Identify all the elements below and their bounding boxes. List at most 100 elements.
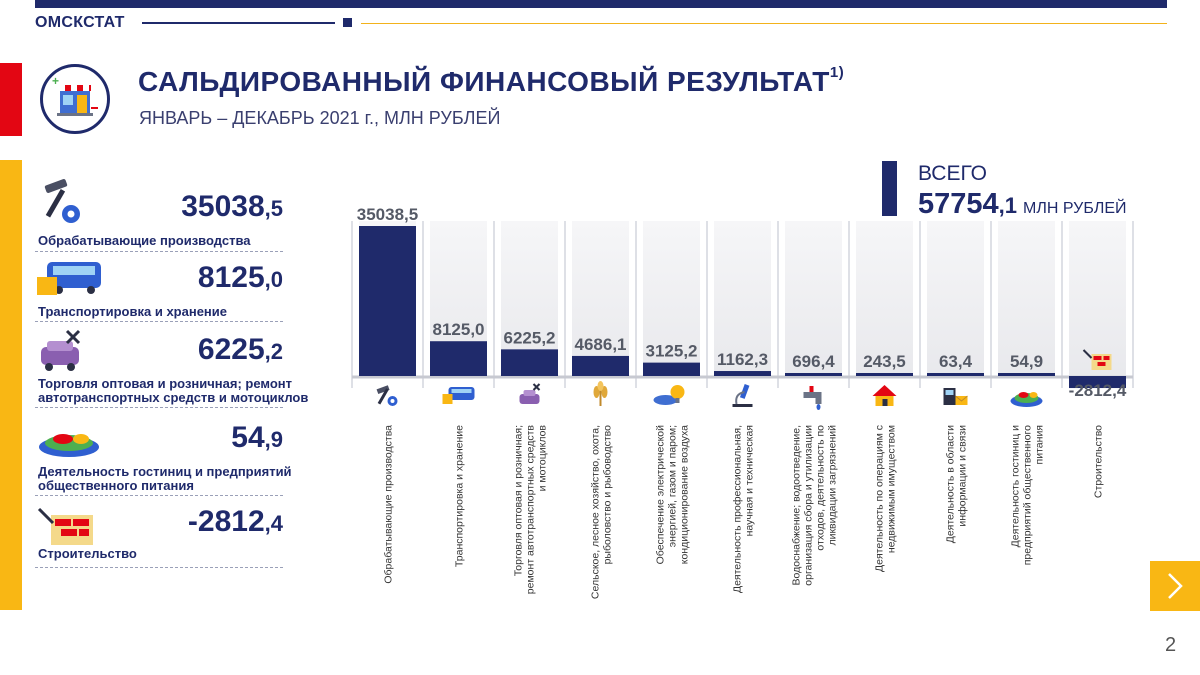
category-label: рыболовство и рыбоводство — [602, 425, 614, 565]
next-slide-button[interactable] — [1150, 561, 1200, 611]
bar — [430, 341, 487, 376]
category-label: организация сбора и утилизации — [803, 425, 815, 586]
car-tools-icon — [519, 383, 541, 404]
bar-value-label: 4686,1 — [575, 335, 627, 354]
page-title: САЛЬДИРОВАННЫЙ ФИНАНСОВЫЙ РЕЗУЛЬТАТ1) — [138, 63, 845, 97]
bar — [643, 362, 700, 376]
bricks-trowel-icon — [1082, 349, 1112, 370]
bus-box-icon — [442, 387, 475, 404]
food-plate-icon — [37, 419, 101, 464]
bar — [998, 373, 1055, 376]
header-line-gold — [361, 23, 1167, 24]
bar-background — [856, 221, 913, 376]
food-plate-icon — [1010, 392, 1043, 407]
category-label: Обрабатывающие производства — [383, 425, 395, 584]
chevron-right-icon — [1168, 573, 1183, 599]
bar — [359, 226, 416, 376]
wheat-icon — [593, 381, 608, 406]
category-label: Деятельность в области — [945, 425, 957, 543]
highlight-trade: 6225,2 Торговля оптовая и розничная; рем… — [35, 321, 308, 408]
category-label: энергией, газом и паром; — [667, 425, 679, 547]
bar-value-label: 54,9 — [1010, 352, 1043, 371]
highlight-label: Строительство — [38, 546, 137, 561]
microscope-icon — [732, 384, 753, 407]
highlight-value: 54 — [231, 421, 265, 454]
highlight-value: 8125 — [197, 261, 265, 294]
bar — [856, 373, 913, 376]
category-label: научная и техническая — [744, 425, 756, 536]
highlight-construction: -2812,4 Строительство — [35, 495, 283, 568]
bar-value-label: 3125,2 — [646, 342, 698, 361]
bus-box-icon — [37, 259, 103, 304]
bar — [714, 371, 771, 376]
category-label: ремонт автотранспортных средств — [525, 425, 537, 595]
bar-value-label: 8125,0 — [433, 320, 485, 339]
bar-value-label: 63,4 — [939, 352, 973, 371]
bar-background — [998, 221, 1055, 376]
page-subtitle: ЯНВАРЬ – ДЕКАБРЬ 2021 г., МЛН РУБЛЕЙ — [139, 108, 501, 128]
category-label: питания — [1034, 425, 1046, 464]
bar-value-label: 696,4 — [792, 352, 835, 371]
bar-background — [714, 221, 771, 376]
category-label: недвижимым имуществом — [886, 425, 898, 553]
bar — [785, 373, 842, 376]
category-label: кондиционирование воздуха — [679, 425, 691, 564]
top-bar — [35, 0, 1167, 8]
highlight-label: Торговля оптовая и розничная; ремонт авт… — [38, 376, 309, 405]
bar-value-label: -2812,4 — [1069, 381, 1127, 400]
hammer-gear-icon — [37, 178, 87, 233]
category-label: и мотоциклов — [537, 425, 549, 492]
highlight-manufacturing: 35038,5 Обрабатывающие производства — [35, 178, 283, 252]
bar-background — [927, 221, 984, 376]
category-label: ликвидации загрязнений — [827, 425, 839, 546]
highlight-value: 6225 — [197, 333, 265, 366]
bar-chart: 35038,5 Обрабатывающие производства 8125,0… — [351, 205, 1134, 599]
category-label: Водоснабжение; водоотведение, — [791, 425, 803, 585]
bar — [1069, 376, 1126, 389]
header-square — [343, 18, 352, 27]
total-marker — [882, 161, 897, 216]
bar-value-label: 1162,3 — [717, 350, 768, 369]
highlight-label: Транспортировка и хранение — [38, 304, 228, 319]
bar-background — [572, 221, 629, 376]
category-label: информации и связи — [957, 425, 969, 527]
bar — [572, 355, 629, 376]
header-line-navy — [142, 22, 335, 24]
category-label: Деятельность гостиниц и — [1010, 425, 1022, 547]
page-number: 2 — [1165, 634, 1177, 656]
bar-background — [1069, 221, 1126, 376]
category-label: отходов, деятельность по — [815, 425, 827, 551]
highlight-value: 35038 — [181, 190, 265, 223]
bar-value-label: 243,5 — [863, 352, 906, 371]
bar-value-label: 6225,2 — [504, 328, 556, 347]
accent-strip-red — [0, 63, 22, 136]
category-label: Обеспечение электрической — [655, 425, 667, 564]
water-tap-icon — [803, 386, 822, 410]
house-icon — [872, 385, 897, 406]
store-icon: + — [40, 64, 110, 134]
category-label: Деятельность по операциям с — [874, 425, 886, 572]
bar-background — [643, 221, 700, 376]
bar-value-label: 35038,5 — [357, 205, 418, 224]
category-label: Торговля оптовая и розничная; — [513, 425, 525, 576]
highlight-value: -2812 — [187, 505, 265, 538]
car-tools-icon — [37, 329, 87, 378]
highlight-label: Обрабатывающие производства — [38, 233, 251, 248]
phone-mail-icon — [943, 388, 968, 405]
svg-text:+: + — [52, 74, 59, 88]
bar — [927, 373, 984, 376]
total-value: 57754,1 МЛН РУБЛЕЙ — [918, 188, 1127, 220]
category-label: предприятий общественного — [1022, 425, 1034, 565]
power-bulb-icon — [653, 385, 685, 405]
highlight-transport: 8125,0 Транспортировка и хранение — [35, 251, 283, 322]
category-label: Сельское, лесное хозяйство, охота, — [590, 425, 602, 599]
highlight-hotels: 54,9 Деятельность гостиниц и предприятий… — [35, 407, 292, 496]
highlight-label: Деятельность гостиниц и предприятий обще… — [38, 464, 292, 493]
accent-strip-gold — [0, 160, 22, 610]
category-label: Деятельность профессиональная, — [732, 425, 744, 593]
category-label: Строительство — [1093, 425, 1105, 498]
hammer-gear-icon — [376, 385, 398, 406]
category-label: Транспортировка и хранение — [454, 425, 466, 567]
total-label: ВСЕГО — [918, 162, 988, 185]
bar-background — [785, 221, 842, 376]
